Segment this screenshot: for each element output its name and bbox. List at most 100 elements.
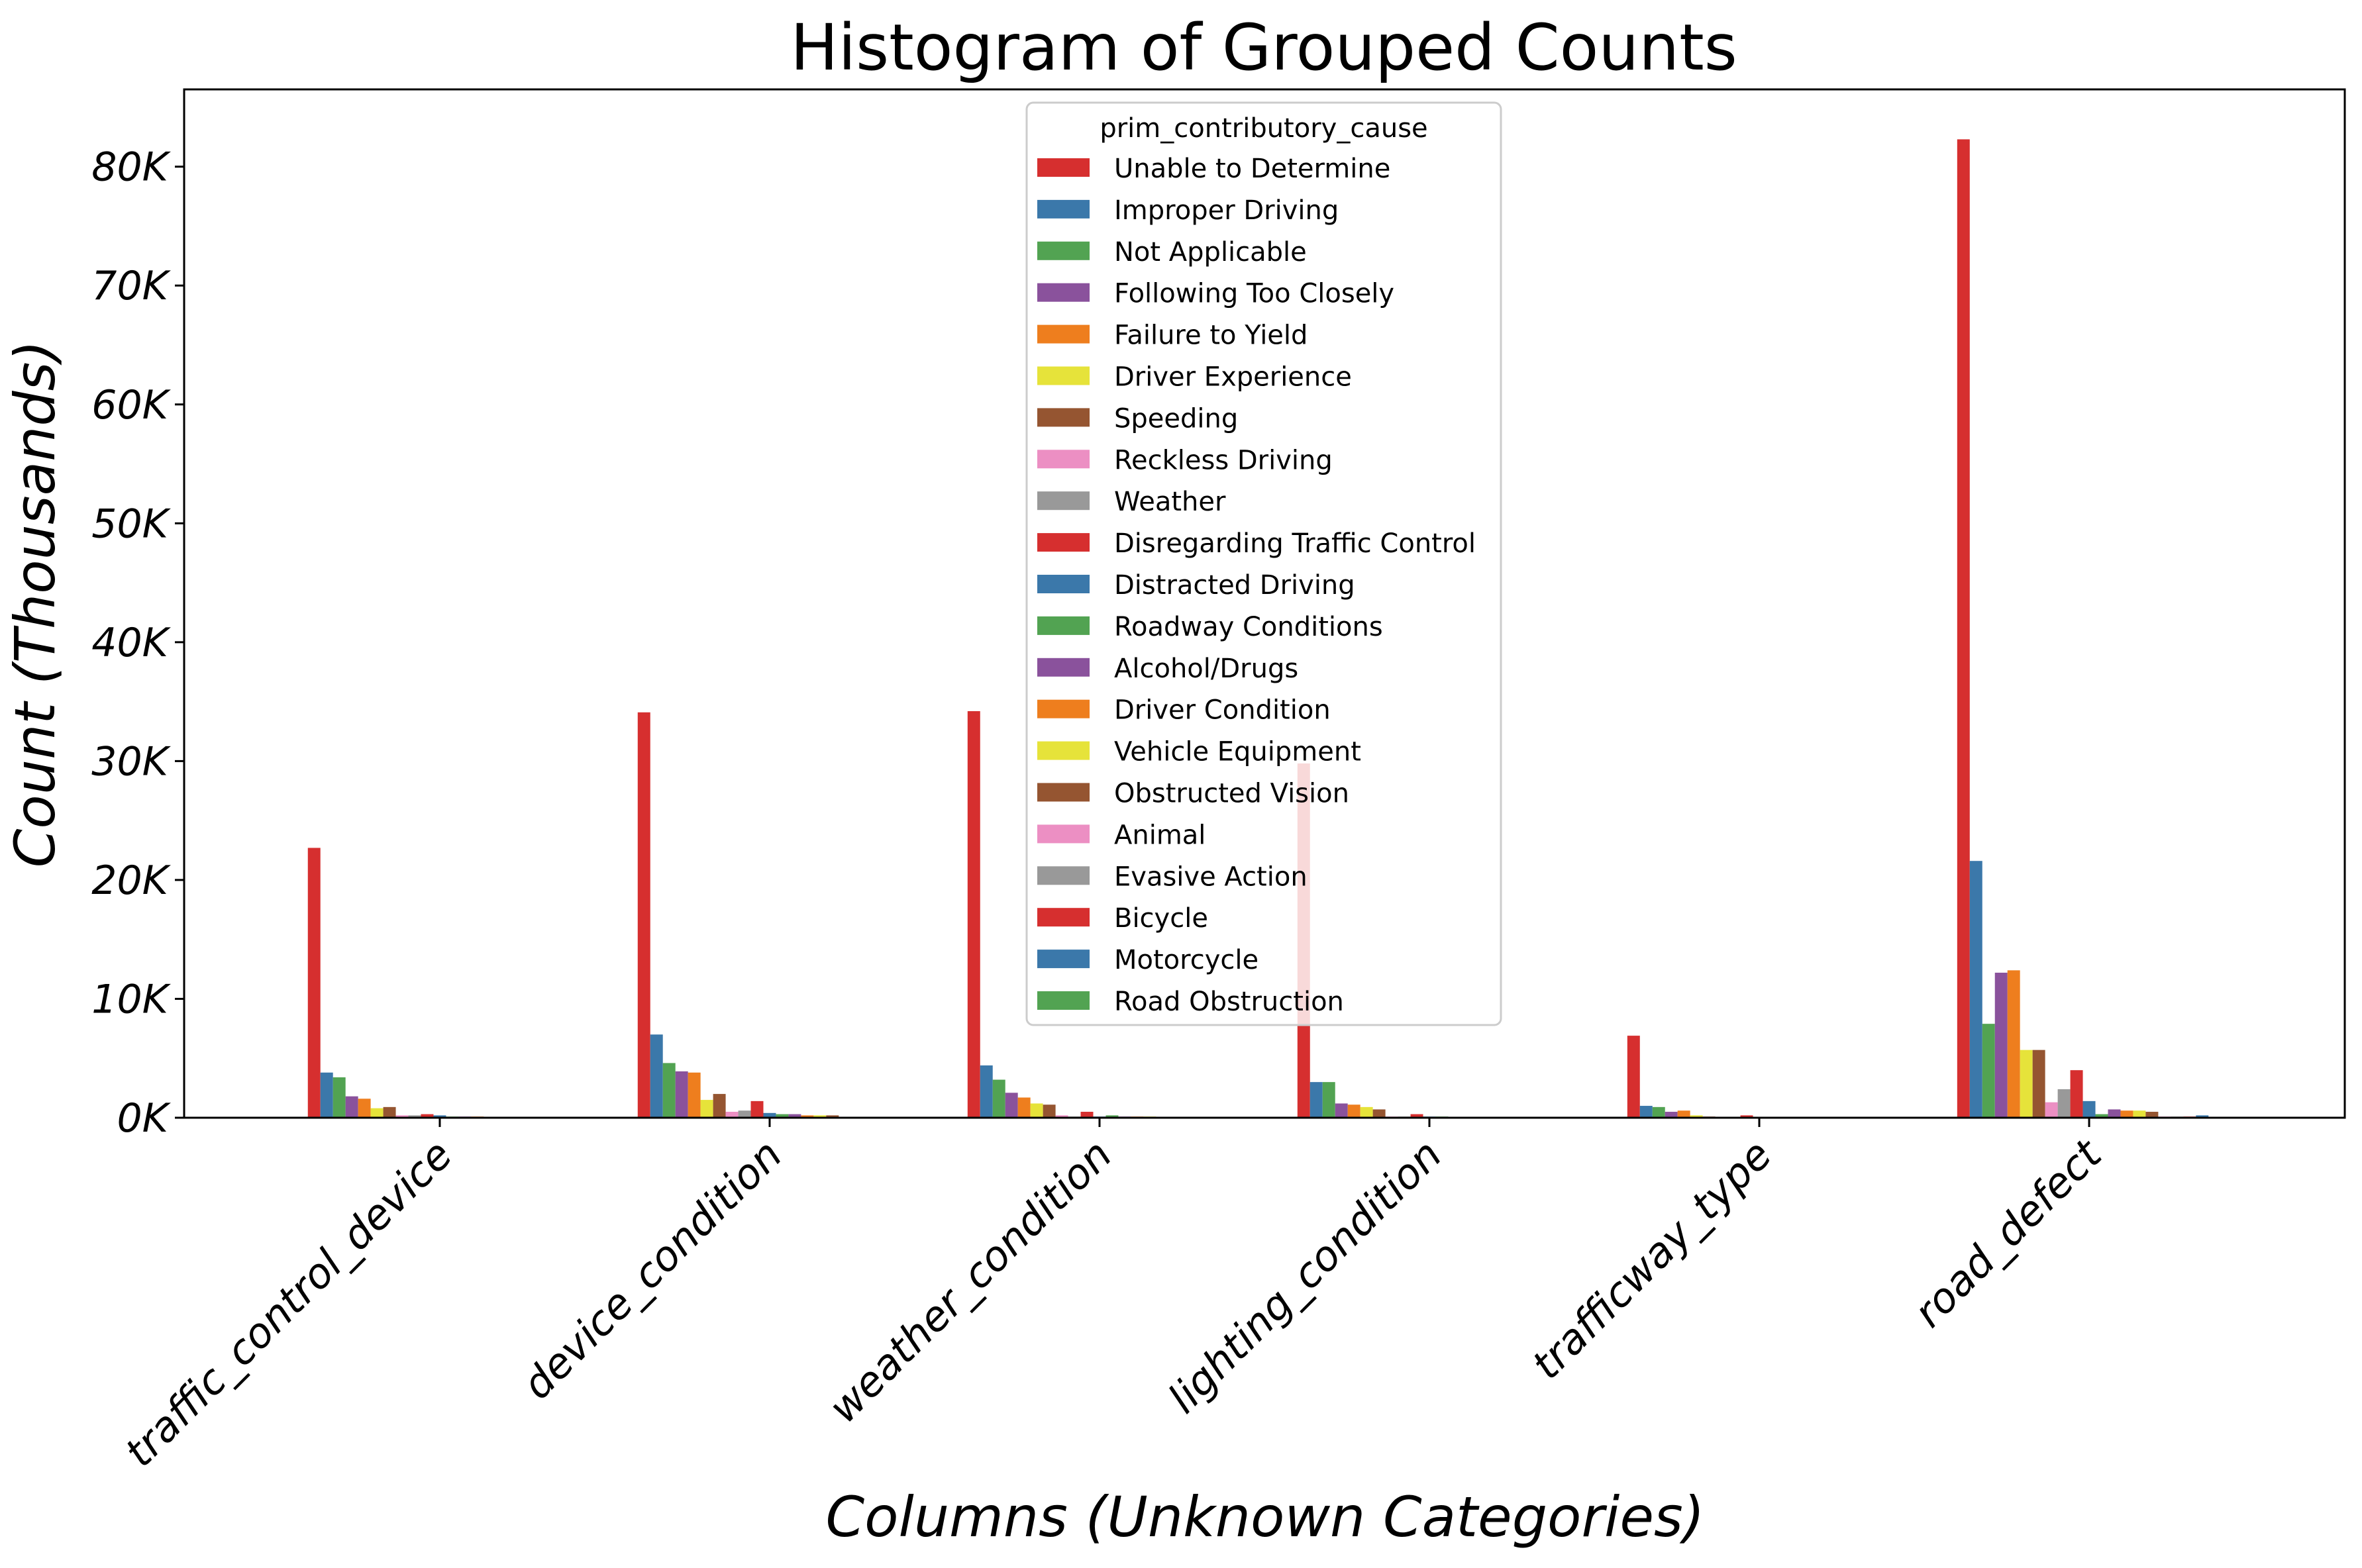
bar-weather_condition-unable-to-determine: [968, 711, 980, 1118]
bar-traffic_control_device-not-applicable: [333, 1077, 346, 1118]
legend-label: Alcohol/Drugs: [1114, 654, 1298, 684]
bar-weather_condition-driver-experience: [1031, 1103, 1043, 1118]
legend-label: Road Obstruction: [1114, 987, 1344, 1017]
y-axis-label: Count (Thousands): [3, 340, 68, 867]
legend-label: Driver Experience: [1114, 362, 1352, 393]
bar-device_condition-improper-driving: [650, 1034, 663, 1118]
bar-weather_condition-speeding: [1043, 1104, 1056, 1118]
bar-device_condition-weather: [739, 1110, 751, 1118]
bar-device_condition-failure-to-yield: [688, 1073, 701, 1118]
legend-label: Animal: [1114, 820, 1206, 850]
bar-lighting_condition-not-applicable: [1323, 1082, 1335, 1118]
legend-swatch: [1037, 616, 1090, 635]
y-tick-label: 30K: [91, 738, 171, 785]
legend-label: Not Applicable: [1114, 237, 1307, 268]
bar-road_defect-not-applicable: [1982, 1024, 1995, 1118]
legend-swatch: [1037, 991, 1090, 1010]
legend-swatch: [1037, 742, 1090, 760]
bar-traffic_control_device-improper-driving: [321, 1073, 333, 1118]
bar-device_condition-unable-to-determine: [638, 712, 650, 1118]
legend-swatch: [1037, 950, 1090, 968]
y-tick-label: 70K: [91, 263, 171, 309]
bar-road_defect-unable-to-determine: [1957, 139, 1970, 1118]
legend-label: Failure to Yield: [1114, 320, 1308, 351]
legend-swatch: [1037, 700, 1090, 718]
bar-traffic_control_device-following-too-closely: [346, 1097, 358, 1118]
bar-road_defect-improper-driving: [1970, 861, 1982, 1118]
bar-road_defect-driver-experience: [2020, 1050, 2033, 1118]
y-tick-label: 80K: [91, 144, 171, 191]
bar-traffic_control_device-speeding: [384, 1107, 396, 1118]
bar-road_defect-alcohol-drugs: [2108, 1109, 2121, 1118]
bar-trafficway_type-failure-to-yield: [1678, 1110, 1690, 1118]
bar-device_condition-not-applicable: [663, 1063, 676, 1118]
bar-traffic_control_device-unable-to-determine: [308, 848, 321, 1118]
legend-swatch: [1037, 158, 1090, 177]
legend-swatch: [1037, 242, 1090, 260]
legend-label: Evasive Action: [1114, 861, 1308, 892]
bar-device_condition-speeding: [713, 1094, 726, 1118]
x-axis-label: Columns (Unknown Categories): [825, 1485, 1704, 1549]
legend-title: prim_contributory_cause: [1100, 113, 1427, 144]
y-tick-label: 60K: [91, 382, 171, 428]
legend-label: Speeding: [1114, 403, 1238, 434]
legend-swatch: [1037, 533, 1090, 552]
legend-label: Motorcycle: [1114, 945, 1258, 975]
legend-label: Improper Driving: [1114, 195, 1339, 226]
bar-road_defect-reckless-driving: [2045, 1102, 2058, 1118]
legend-label: Disregarding Traffic Control: [1114, 528, 1476, 559]
legend-label: Obstructed Vision: [1114, 779, 1349, 809]
bar-weather_condition-not-applicable: [993, 1080, 1005, 1118]
legend-swatch: [1037, 200, 1090, 219]
legend-swatch: [1037, 783, 1090, 802]
legend-swatch: [1037, 658, 1090, 677]
bar-trafficway_type-not-applicable: [1653, 1107, 1665, 1118]
bar-weather_condition-failure-to-yield: [1018, 1097, 1031, 1118]
chart-title: Histogram of Grouped Counts: [790, 11, 1737, 85]
bar-road_defect-disregarding-traffic-control: [2071, 1070, 2083, 1118]
legend-swatch: [1037, 491, 1090, 510]
y-tick-label: 10K: [91, 976, 171, 1022]
bar-lighting_condition-driver-experience: [1361, 1107, 1373, 1118]
legend-swatch: [1037, 575, 1090, 593]
legend-swatch: [1037, 450, 1090, 468]
legend-swatch: [1037, 283, 1090, 302]
bar-road_defect-driver-condition: [2120, 1110, 2133, 1118]
bar-lighting_condition-speeding: [1373, 1109, 1386, 1118]
bar-road_defect-distracted-driving: [2083, 1101, 2096, 1118]
legend-swatch: [1037, 325, 1090, 344]
legend-label: Weather: [1114, 487, 1226, 517]
bar-road_defect-weather: [2058, 1089, 2071, 1118]
legend-label: Roadway Conditions: [1114, 612, 1383, 642]
bar-traffic_control_device-driver-experience: [371, 1108, 384, 1118]
bar-lighting_condition-following-too-closely: [1335, 1103, 1348, 1118]
bar-road_defect-speeding: [2033, 1050, 2045, 1118]
bar-lighting_condition-failure-to-yield: [1348, 1104, 1361, 1118]
y-tick-label: 0K: [117, 1095, 171, 1142]
legend-label: Bicycle: [1114, 903, 1208, 934]
bar-road_defect-following-too-closely: [1995, 973, 2008, 1118]
y-tick-label: 40K: [91, 620, 171, 666]
bar-device_condition-following-too-closely: [676, 1071, 688, 1118]
legend-label: Distracted Driving: [1114, 570, 1355, 601]
bar-device_condition-disregarding-traffic-control: [751, 1101, 764, 1118]
y-tick-label: 20K: [91, 858, 171, 904]
legend: prim_contributory_cause Unable to Determ…: [1027, 103, 1501, 1025]
bar-trafficway_type-improper-driving: [1640, 1106, 1653, 1118]
bar-traffic_control_device-failure-to-yield: [358, 1099, 371, 1118]
legend-label: Vehicle Equipment: [1114, 737, 1361, 767]
legend-swatch: [1037, 908, 1090, 926]
bar-road_defect-vehicle-equipment: [2133, 1110, 2145, 1118]
legend-swatch: [1037, 367, 1090, 385]
legend-swatch: [1037, 824, 1090, 843]
legend-label: Reckless Driving: [1114, 445, 1333, 475]
legend-label: Following Too Closely: [1114, 279, 1394, 309]
bar-device_condition-driver-experience: [701, 1100, 713, 1118]
bar-road_defect-failure-to-yield: [2008, 970, 2020, 1118]
bar-trafficway_type-unable-to-determine: [1627, 1036, 1640, 1118]
legend-label: Driver Condition: [1114, 695, 1331, 726]
bar-weather_condition-improper-driving: [980, 1065, 993, 1118]
bar-lighting_condition-improper-driving: [1310, 1082, 1323, 1118]
